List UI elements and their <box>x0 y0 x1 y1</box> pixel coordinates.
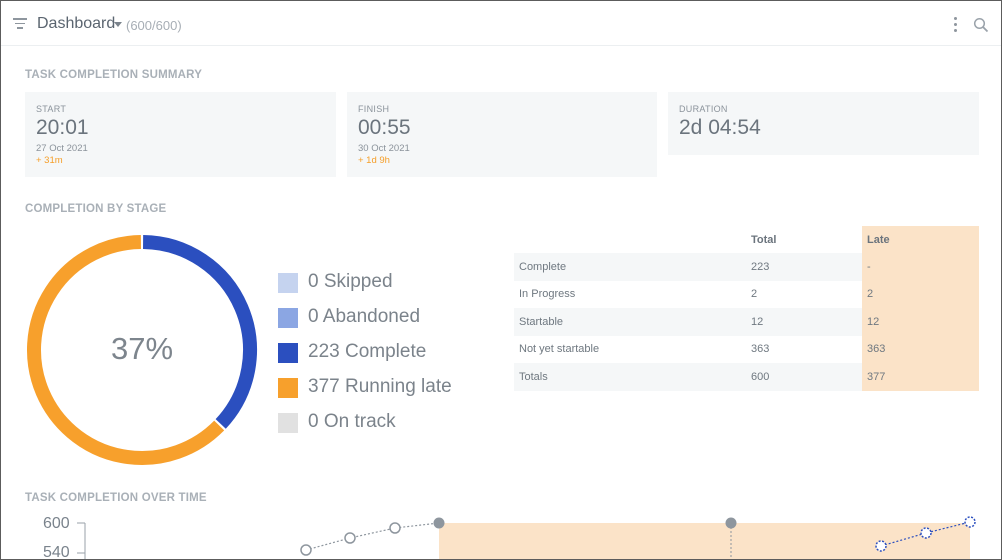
legend-swatch-abandoned <box>278 308 298 328</box>
legend-swatch-on-track <box>278 413 298 433</box>
projected-line <box>880 521 971 547</box>
start-delta: + 31m <box>36 155 63 166</box>
legend-swatch-complete <box>278 343 298 363</box>
finish-date: 30 Oct 2021 <box>358 143 410 154</box>
item-count: (600/600) <box>126 18 182 33</box>
more-options-icon[interactable] <box>949 15 961 33</box>
y-tick-label: 600 <box>43 515 70 532</box>
table-row: In Progress 2 2 <box>514 280 979 308</box>
start-time: 20:01 <box>36 116 89 139</box>
start-card: START 20:01 27 Oct 2021 + 31m <box>25 92 336 177</box>
table-row: Totals 600 377 <box>514 363 979 391</box>
stage-section-title: COMPLETION BY STAGE <box>25 203 167 215</box>
table-header-row: Total Late <box>514 226 979 253</box>
finish-card: FINISH 00:55 30 Oct 2021 + 1d 9h <box>347 92 657 177</box>
row-stage: In Progress <box>519 288 576 301</box>
row-stage: Not yet startable <box>519 343 600 356</box>
row-late: 2 <box>862 280 979 308</box>
stage-table: Total Late Complete 223 - In Progress 2 … <box>514 226 979 391</box>
y-tick-label: 540 <box>43 544 70 560</box>
row-total: 12 <box>746 308 862 336</box>
row-stage: Totals <box>514 363 746 391</box>
duration-value: 2d 04:54 <box>679 116 761 139</box>
row-stage: Startable <box>514 308 746 336</box>
table-header-late: Late <box>862 226 979 253</box>
over-time-section-title: TASK COMPLETION OVER TIME <box>25 492 207 504</box>
finish-delta: + 1d 9h <box>358 155 390 166</box>
data-point <box>725 517 737 529</box>
projected-point <box>875 540 887 552</box>
start-label: START <box>36 104 67 114</box>
projected-point <box>920 527 932 539</box>
chevron-down-icon[interactable] <box>114 22 122 27</box>
table-row: Complete 223 - <box>514 253 979 281</box>
data-point <box>433 517 445 529</box>
row-late: 363 <box>862 335 979 363</box>
legend-label-abandoned: 0 Abandoned <box>308 306 421 327</box>
top-bar: Dashboard (600/600) <box>1 1 1001 46</box>
row-total: 363 <box>751 343 770 356</box>
completion-percent: 37% <box>110 331 174 366</box>
legend-label-on-track: 0 On track <box>308 411 396 432</box>
search-icon[interactable] <box>973 17 989 33</box>
row-late: 377 <box>862 363 979 391</box>
legend-label-skipped: 0 Skipped <box>308 271 393 292</box>
completion-donut-chart <box>27 235 257 465</box>
row-total: 600 <box>746 363 862 391</box>
data-point <box>300 544 312 556</box>
duration-label: DURATION <box>679 104 728 114</box>
start-date: 27 Oct 2021 <box>36 143 88 154</box>
table-row: Not yet startable 363 363 <box>514 335 979 363</box>
data-point <box>389 522 401 534</box>
legend-swatch-skipped <box>278 273 298 293</box>
completion-line <box>305 522 440 551</box>
duration-card: DURATION 2d 04:54 <box>668 92 979 155</box>
donut-segment-running-late <box>27 235 225 465</box>
legend-label-running-late: 377 Running late <box>308 376 452 397</box>
legend-label-complete: 223 Complete <box>308 341 427 362</box>
row-total: 2 <box>751 288 758 301</box>
completion-over-time-chart <box>77 516 976 559</box>
data-point <box>344 532 356 544</box>
row-stage: Complete <box>514 253 746 281</box>
legend-swatch-running-late <box>278 378 298 398</box>
table-header-stage <box>514 226 746 253</box>
summary-section-title: TASK COMPLETION SUMMARY <box>25 69 203 81</box>
row-total: 223 <box>746 253 862 281</box>
row-late: 12 <box>862 308 979 336</box>
table-header-total: Total <box>751 233 777 246</box>
filter-icon[interactable] <box>13 18 27 29</box>
row-late: - <box>862 253 979 281</box>
projected-point <box>964 516 976 528</box>
finish-label: FINISH <box>358 104 390 114</box>
finish-time: 00:55 <box>358 116 411 139</box>
late-period-band <box>439 523 970 559</box>
table-row: Startable 12 12 <box>514 308 979 336</box>
donut-segment-complete <box>142 235 257 429</box>
dashboard-title[interactable]: Dashboard <box>37 15 116 32</box>
